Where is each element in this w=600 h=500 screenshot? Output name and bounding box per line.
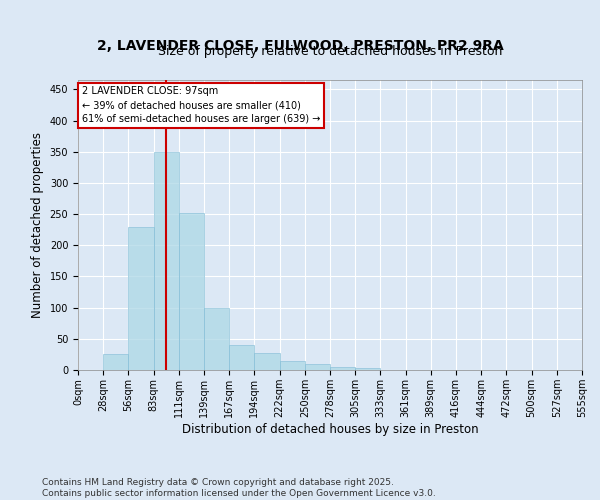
Bar	[229, 345, 254, 370]
Bar	[355, 368, 380, 370]
Text: 2 LAVENDER CLOSE: 97sqm
← 39% of detached houses are smaller (410)
61% of semi-d: 2 LAVENDER CLOSE: 97sqm ← 39% of detache…	[82, 86, 320, 124]
Bar	[103, 354, 128, 370]
Bar	[179, 213, 204, 370]
Title: Size of property relative to detached houses in Preston: Size of property relative to detached ho…	[158, 45, 502, 58]
Y-axis label: Number of detached properties: Number of detached properties	[31, 132, 44, 318]
Bar	[254, 353, 280, 370]
Bar	[204, 308, 229, 370]
Bar	[154, 152, 179, 370]
Bar	[330, 367, 355, 370]
Bar	[280, 360, 305, 370]
Bar	[305, 364, 330, 370]
X-axis label: Distribution of detached houses by size in Preston: Distribution of detached houses by size …	[182, 422, 478, 436]
Bar	[128, 226, 154, 370]
Text: 2, LAVENDER CLOSE, FULWOOD, PRESTON, PR2 9RA: 2, LAVENDER CLOSE, FULWOOD, PRESTON, PR2…	[97, 38, 503, 52]
Text: Contains HM Land Registry data © Crown copyright and database right 2025.
Contai: Contains HM Land Registry data © Crown c…	[42, 478, 436, 498]
